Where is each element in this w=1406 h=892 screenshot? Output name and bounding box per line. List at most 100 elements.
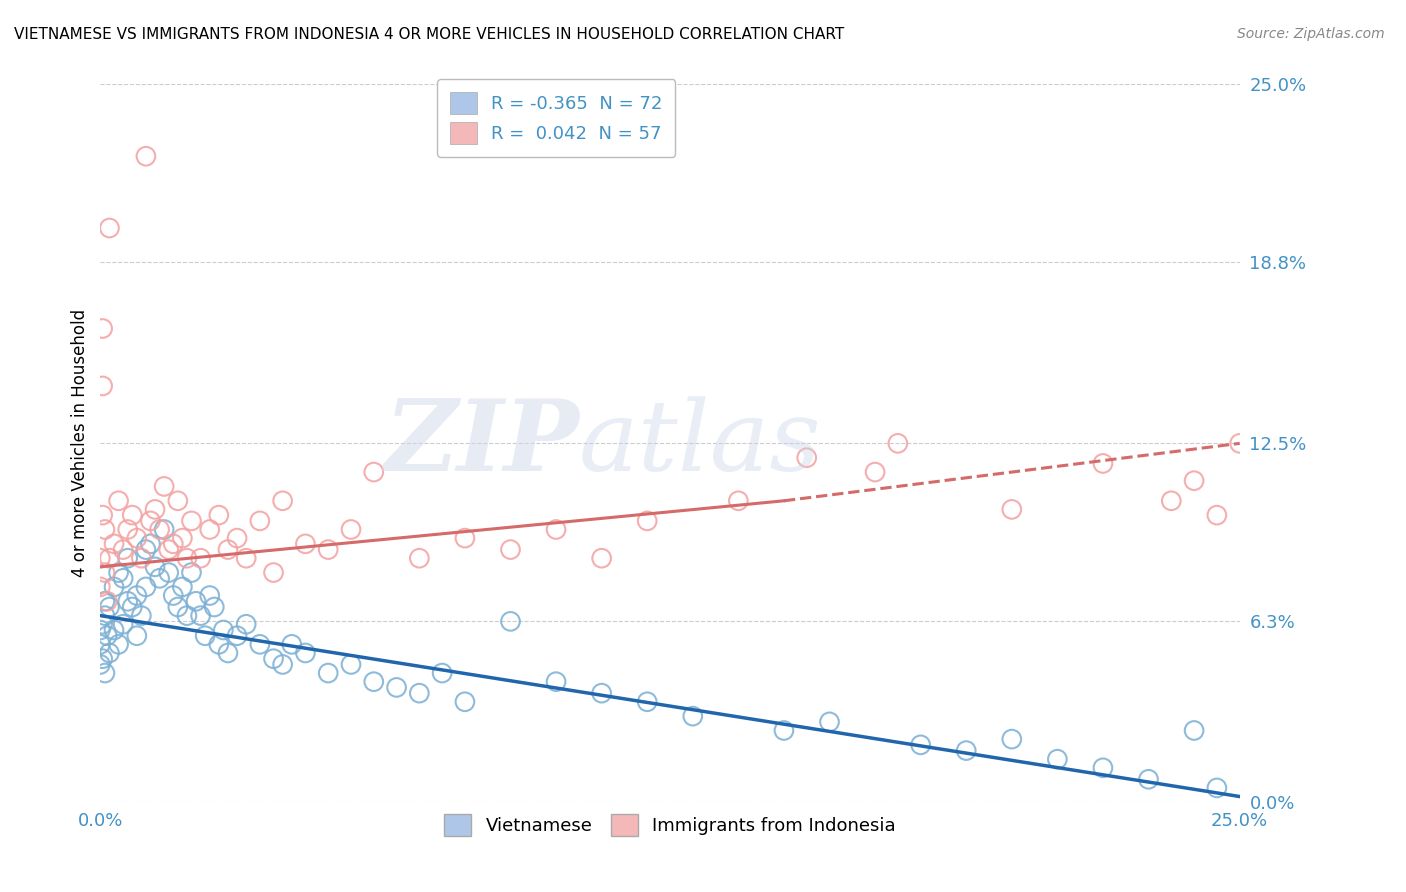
- Point: [153, 523, 176, 537]
- Point: [91, 651, 114, 665]
- Point: [103, 537, 125, 551]
- Point: [217, 542, 239, 557]
- Point: [131, 551, 153, 566]
- Point: [103, 623, 125, 637]
- Point: [172, 580, 194, 594]
- Point: [1001, 502, 1024, 516]
- Point: [294, 646, 316, 660]
- Point: [591, 686, 613, 700]
- Point: [271, 657, 294, 672]
- Point: [316, 666, 339, 681]
- Point: [125, 589, 148, 603]
- Point: [176, 608, 198, 623]
- Point: [107, 637, 129, 651]
- Point: [198, 589, 221, 603]
- Point: [682, 709, 704, 723]
- Point: [385, 681, 408, 695]
- Legend: Vietnamese, Immigrants from Indonesia: Vietnamese, Immigrants from Indonesia: [437, 807, 903, 844]
- Point: [1229, 436, 1251, 450]
- Point: [162, 589, 184, 603]
- Point: [143, 559, 166, 574]
- Point: [149, 523, 172, 537]
- Point: [910, 738, 932, 752]
- Point: [96, 629, 118, 643]
- Point: [263, 651, 285, 665]
- Point: [271, 493, 294, 508]
- Point: [226, 629, 249, 643]
- Point: [143, 502, 166, 516]
- Point: [887, 436, 910, 450]
- Point: [281, 637, 304, 651]
- Point: [180, 566, 202, 580]
- Point: [1160, 493, 1182, 508]
- Point: [727, 493, 749, 508]
- Point: [546, 674, 568, 689]
- Point: [107, 566, 129, 580]
- Point: [863, 465, 886, 479]
- Point: [263, 566, 285, 580]
- Text: atlas: atlas: [579, 396, 821, 491]
- Point: [1137, 772, 1160, 787]
- Point: [135, 149, 157, 163]
- Point: [94, 566, 117, 580]
- Point: [135, 580, 157, 594]
- Point: [94, 594, 117, 608]
- Point: [131, 608, 153, 623]
- Point: [340, 657, 363, 672]
- Point: [117, 551, 139, 566]
- Point: [89, 657, 111, 672]
- Point: [202, 600, 225, 615]
- Point: [89, 623, 111, 637]
- Point: [499, 542, 522, 557]
- Point: [91, 321, 114, 335]
- Point: [89, 551, 111, 566]
- Point: [103, 580, 125, 594]
- Point: [180, 514, 202, 528]
- Point: [1091, 761, 1114, 775]
- Point: [184, 594, 207, 608]
- Point: [408, 686, 430, 700]
- Point: [636, 695, 658, 709]
- Point: [198, 523, 221, 537]
- Point: [1091, 457, 1114, 471]
- Point: [125, 531, 148, 545]
- Point: [176, 551, 198, 566]
- Point: [773, 723, 796, 738]
- Point: [363, 465, 385, 479]
- Point: [190, 608, 212, 623]
- Point: [166, 493, 188, 508]
- Point: [955, 743, 977, 757]
- Point: [340, 523, 363, 537]
- Point: [89, 580, 111, 594]
- Point: [149, 571, 172, 585]
- Point: [636, 514, 658, 528]
- Point: [1046, 752, 1069, 766]
- Point: [454, 695, 477, 709]
- Point: [91, 379, 114, 393]
- Point: [98, 600, 121, 615]
- Point: [226, 531, 249, 545]
- Point: [162, 537, 184, 551]
- Point: [157, 542, 180, 557]
- Point: [591, 551, 613, 566]
- Point: [153, 479, 176, 493]
- Point: [96, 594, 118, 608]
- Point: [107, 493, 129, 508]
- Point: [190, 551, 212, 566]
- Point: [546, 523, 568, 537]
- Point: [94, 523, 117, 537]
- Point: [208, 508, 231, 523]
- Point: [208, 637, 231, 651]
- Point: [294, 537, 316, 551]
- Point: [235, 551, 257, 566]
- Point: [98, 551, 121, 566]
- Point: [249, 637, 271, 651]
- Point: [94, 608, 117, 623]
- Point: [98, 646, 121, 660]
- Point: [249, 514, 271, 528]
- Point: [112, 542, 135, 557]
- Point: [135, 542, 157, 557]
- Point: [89, 637, 111, 651]
- Point: [818, 714, 841, 729]
- Text: VIETNAMESE VS IMMIGRANTS FROM INDONESIA 4 OR MORE VEHICLES IN HOUSEHOLD CORRELAT: VIETNAMESE VS IMMIGRANTS FROM INDONESIA …: [14, 27, 845, 42]
